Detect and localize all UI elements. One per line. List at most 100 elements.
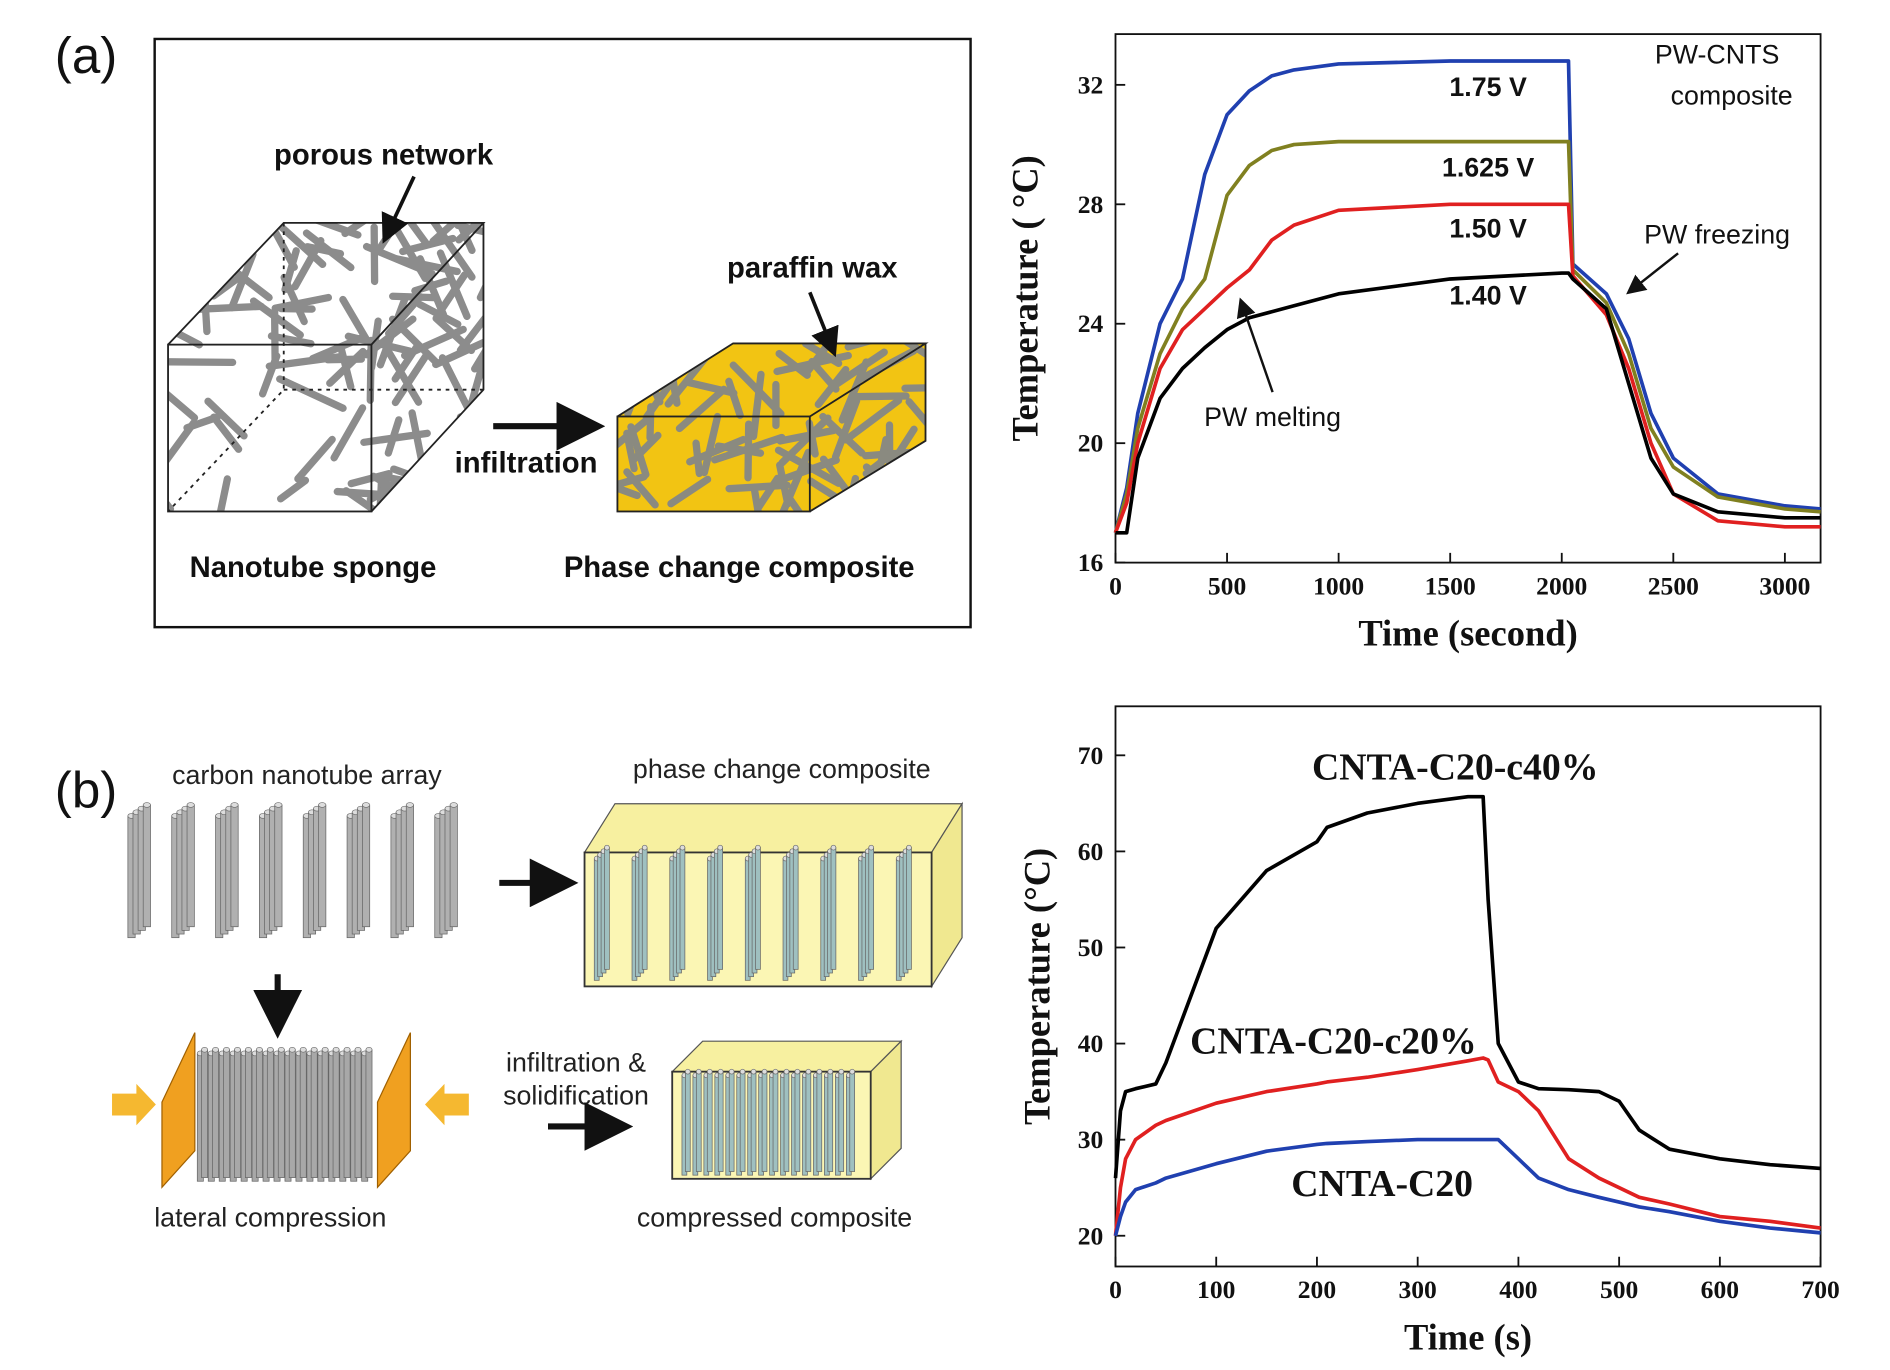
nanotube-top <box>321 1046 329 1053</box>
nanotube-fiber <box>725 377 744 419</box>
nanotube <box>449 804 458 928</box>
nanotube-top <box>230 802 239 808</box>
y-tick-label: 40 <box>1078 1029 1104 1058</box>
nanotube-top <box>604 844 610 851</box>
series-label: CNTA-C20-c20% <box>1190 1020 1477 1062</box>
x-tick-label: 1500 <box>1425 571 1476 600</box>
nanotube <box>266 1049 274 1178</box>
nanotube-fiber <box>411 478 422 512</box>
nanotube-fiber <box>389 292 438 302</box>
x-axis-label: Time (s) <box>1404 1316 1532 1357</box>
nanotube-fiber <box>384 416 403 457</box>
series-label: CNTA-C20 <box>1291 1163 1473 1205</box>
panel-label: (b) <box>55 761 117 818</box>
series-label: 1.625 V <box>1442 153 1534 183</box>
nanotube <box>794 1071 801 1172</box>
nanotube-top <box>234 1046 241 1053</box>
nanotube-top <box>717 1068 724 1075</box>
x-tick-label: 100 <box>1197 1275 1235 1304</box>
nanotube-fiber <box>776 461 792 508</box>
nanotube <box>739 1071 746 1172</box>
arrow <box>808 291 839 358</box>
nanotube-fiber <box>623 429 638 473</box>
nanotube-top <box>706 1068 713 1075</box>
x-tick-label: 0 <box>1109 571 1122 600</box>
y-tick-label: 32 <box>1078 70 1104 99</box>
label: solidification <box>503 1081 649 1111</box>
nanotube-top <box>641 844 648 851</box>
label: paraffin wax <box>727 253 898 285</box>
nanotube <box>761 1071 768 1172</box>
y-axis-label: Temperature (°C) <box>1017 848 1058 1125</box>
nanotube <box>234 1049 241 1178</box>
nanotube <box>849 1071 856 1172</box>
nanotube-top <box>696 1068 702 1075</box>
x-axis-label: Time (second) <box>1358 612 1577 653</box>
nanotube-array <box>127 802 458 939</box>
x-tick-label: 600 <box>1701 1275 1739 1304</box>
nanotube-fiber <box>281 247 300 294</box>
nanotube-fiber <box>429 222 470 245</box>
y-tick-label: 20 <box>1078 1221 1104 1250</box>
nanotube-top <box>794 1068 801 1075</box>
nanotube-top <box>142 802 151 808</box>
nanotube-fiber <box>438 354 472 413</box>
nanotube-top <box>365 1046 373 1053</box>
nanotube-fiber <box>265 352 345 370</box>
nanotube-top <box>772 1068 779 1075</box>
nanotube-top <box>755 844 761 851</box>
annotation: PW freezing <box>1644 220 1790 250</box>
nanotube-fiber <box>391 350 431 407</box>
nanotube-fiber <box>700 412 722 477</box>
nanotube-top <box>318 802 327 808</box>
nanotube <box>405 804 414 928</box>
compressed-array <box>112 1032 469 1189</box>
nanotube <box>230 804 239 928</box>
nanotube-fiber <box>667 475 712 508</box>
nanotube <box>274 804 283 928</box>
compressed-composite-box <box>670 1039 903 1181</box>
nanotube <box>772 1071 779 1172</box>
nanotube-fiber <box>168 238 204 254</box>
nanotube-fiber <box>376 294 409 369</box>
data-line <box>1113 139 1821 534</box>
nanotube-top <box>868 844 874 851</box>
y-tick-label: 28 <box>1078 190 1104 219</box>
nanotube <box>906 847 912 970</box>
nanotube <box>245 1049 252 1178</box>
composite-box <box>616 342 929 513</box>
nanotube-top <box>816 1068 823 1075</box>
nanotube-fiber <box>411 277 450 295</box>
nanotube-fiber <box>192 222 239 263</box>
nanotube-top <box>761 1068 768 1075</box>
composite-box <box>583 801 964 989</box>
nanotube-fiber <box>204 397 248 440</box>
panel-label: (a) <box>55 27 117 84</box>
nanotube-fiber <box>646 403 655 442</box>
nanotube-top <box>212 1046 219 1053</box>
nanotube <box>223 1049 230 1178</box>
arrow <box>1236 297 1274 393</box>
nanotube-fiber <box>172 222 195 237</box>
nanotube-top <box>783 1068 790 1075</box>
nanotube <box>604 847 610 970</box>
nanotube-top <box>405 802 414 808</box>
nanotube <box>685 1071 691 1172</box>
nanotube-top <box>838 1068 844 1075</box>
nanotube-fiber <box>184 302 265 314</box>
nanotube <box>868 847 875 970</box>
nanotube-fiber <box>394 489 464 512</box>
nanotube <box>201 1049 208 1178</box>
nanotube <box>332 1049 340 1178</box>
nanotube-fiber <box>750 484 767 512</box>
nanotube-top <box>201 1046 208 1053</box>
data-line <box>1113 1137 1821 1237</box>
nanotube-top <box>679 844 686 851</box>
nanotube-fiber <box>390 222 430 247</box>
annotation: composite <box>1671 81 1793 111</box>
nanotube <box>354 1049 362 1178</box>
nanotube-fiber <box>168 222 208 239</box>
nanotube <box>827 1071 834 1172</box>
x-tick-label: 0 <box>1109 1275 1122 1304</box>
nanotube-fiber <box>848 392 910 401</box>
